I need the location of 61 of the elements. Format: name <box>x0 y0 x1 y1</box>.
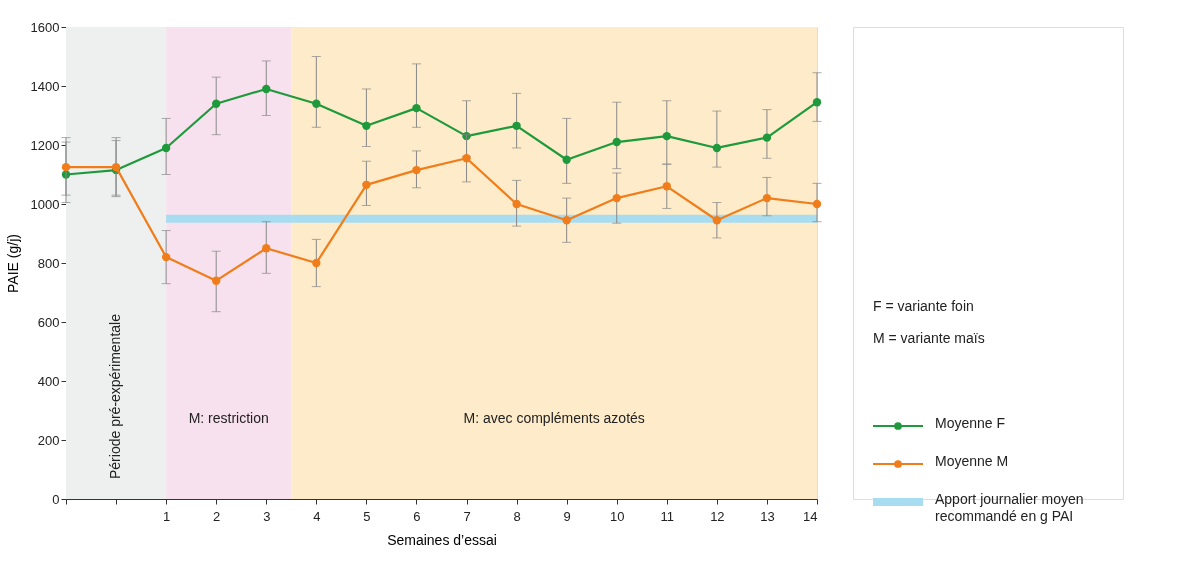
legend-label: Moyenne F <box>935 415 1006 431</box>
x-tick-label: 4 <box>313 508 321 524</box>
y-tick-label: 600 <box>37 314 60 330</box>
legend-label: Moyenne M <box>935 453 1009 469</box>
x-tick-label: 2 <box>213 508 221 524</box>
point <box>512 121 521 130</box>
point <box>512 199 521 209</box>
point <box>762 193 772 203</box>
text: M = variante maïs <box>873 330 985 346</box>
y-tick-label: 200 <box>37 432 60 448</box>
point <box>312 99 321 108</box>
point <box>362 180 371 189</box>
x-tick-label: 5 <box>363 508 371 524</box>
x-tick-label: 6 <box>413 508 421 524</box>
x-tick-label: 8 <box>513 508 521 524</box>
point <box>712 216 722 225</box>
band-label: M: restriction <box>188 410 269 426</box>
point <box>612 137 621 147</box>
point <box>212 99 221 108</box>
point <box>712 143 722 153</box>
y-tick-label: 1200 <box>30 137 60 153</box>
x-tick-label: 9 <box>563 508 571 524</box>
band-label: Période pré-expérimentale <box>107 313 124 479</box>
point <box>212 276 221 285</box>
band-label: M: avec compléments azotés <box>463 410 645 426</box>
y-tick-label: 1400 <box>30 78 60 94</box>
x-tick-label: 13 <box>760 508 775 524</box>
y-axis-title: PAIE (g/j) <box>4 234 21 293</box>
point <box>161 252 171 262</box>
x-tick-label: 10 <box>610 508 625 524</box>
point <box>61 162 71 172</box>
point <box>412 103 421 113</box>
point <box>662 131 671 141</box>
x-tick-label: 3 <box>263 508 271 524</box>
y-tick-label: 1600 <box>30 19 60 35</box>
legend-label: Apport journalier moyen recommandé en g PAI <box>935 491 1084 524</box>
point <box>312 258 321 268</box>
point <box>412 165 421 175</box>
y-tick-label: 800 <box>37 255 60 271</box>
point <box>462 154 471 163</box>
point <box>612 193 621 203</box>
point <box>562 216 571 225</box>
point <box>562 155 571 164</box>
point <box>262 84 271 94</box>
y-tick-label: 400 <box>37 373 60 389</box>
x-tick-label: 11 <box>660 508 675 524</box>
point <box>812 199 822 209</box>
y-tick-label: 1000 <box>30 196 60 212</box>
point <box>362 121 371 130</box>
y-tick-label: 0 <box>52 491 60 507</box>
point <box>161 143 171 153</box>
x-axis-title: Semaines d’essai <box>387 531 497 548</box>
x-tick-label: 14 <box>803 508 818 524</box>
x-tick-label: 1 <box>163 508 171 524</box>
text: F = variante foin <box>873 298 974 314</box>
point <box>662 182 671 191</box>
point <box>812 98 822 107</box>
point <box>762 133 772 142</box>
x-tick-label: 7 <box>463 508 471 524</box>
point <box>262 244 271 253</box>
x-tick-label: 12 <box>710 508 725 524</box>
